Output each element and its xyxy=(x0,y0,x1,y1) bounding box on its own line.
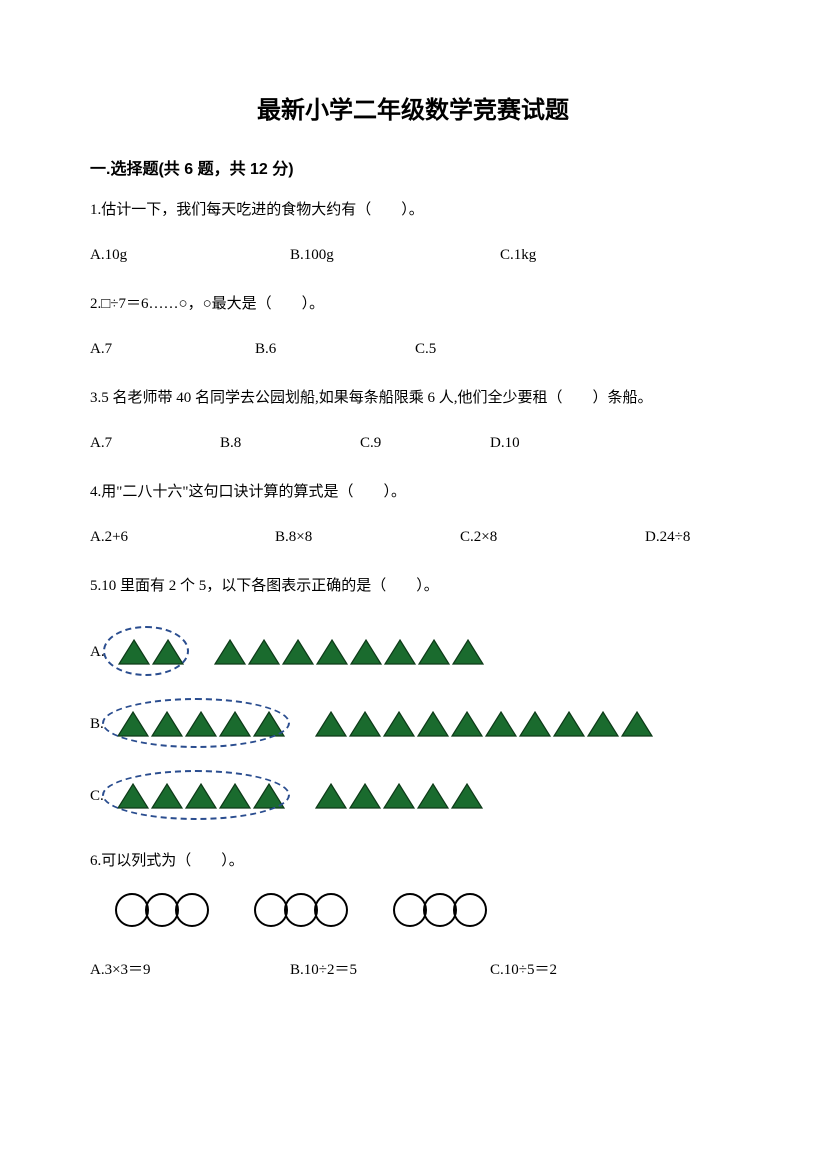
triangle-icon xyxy=(348,710,382,738)
triangle-icon xyxy=(484,710,518,738)
circle-group xyxy=(254,893,348,927)
question-5: 5.10 里面有 2 个 5，以下各图表示正确的是（ ）。 xyxy=(90,573,736,600)
q5-option-a-label: A. xyxy=(90,644,105,661)
question-6: 6.可以列式为（ ）。 xyxy=(90,848,736,875)
triangle-group xyxy=(306,776,492,816)
triangle-icon xyxy=(150,710,184,738)
triangle-group xyxy=(109,632,193,672)
circle-icon xyxy=(284,893,318,927)
question-4: 4.用"二八十六"这句口诀计算的算式是（ ）。 xyxy=(90,479,736,506)
triangle-icon xyxy=(315,638,349,666)
circle-icon xyxy=(145,893,179,927)
q5-option-b-figure xyxy=(108,704,662,744)
triangle-icon xyxy=(416,782,450,810)
circle-icon xyxy=(453,893,487,927)
q3-option-b: B.8 xyxy=(220,430,360,457)
circle-icon xyxy=(393,893,427,927)
q4-option-b: B.8×8 xyxy=(275,524,460,551)
triangle-icon xyxy=(252,782,286,810)
q4-option-c: C.2×8 xyxy=(460,524,645,551)
q5-option-b-row: B. xyxy=(90,704,736,744)
question-3-options: A.7 B.8 C.9 D.10 xyxy=(90,430,736,457)
triangle-icon xyxy=(184,782,218,810)
circle-icon xyxy=(423,893,457,927)
q6-figure xyxy=(115,893,736,927)
triangle-icon xyxy=(247,638,281,666)
q5-option-c-row: C. xyxy=(90,776,736,816)
page-title: 最新小学二年级数学竞赛试题 xyxy=(90,90,736,125)
triangle-icon xyxy=(117,638,151,666)
q2-option-a: A.7 xyxy=(90,336,255,363)
q5-option-c-label: C. xyxy=(90,788,104,805)
question-1: 1.估计一下，我们每天吃进的食物大约有（ ）。 xyxy=(90,197,736,224)
circle-group xyxy=(393,893,487,927)
q4-option-a: A.2+6 xyxy=(90,524,275,551)
triangle-icon xyxy=(218,710,252,738)
q5-option-a-figure xyxy=(109,632,493,672)
circle-icon xyxy=(314,893,348,927)
triangle-icon xyxy=(382,782,416,810)
q3-option-c: C.9 xyxy=(360,430,490,457)
q2-option-b: B.6 xyxy=(255,336,415,363)
q5-option-c-figure xyxy=(108,776,492,816)
triangle-icon xyxy=(450,782,484,810)
triangle-icon xyxy=(218,782,252,810)
triangle-group xyxy=(306,704,662,744)
triangle-icon xyxy=(552,710,586,738)
q6-option-c: C.10÷5＝2 xyxy=(490,957,640,984)
triangle-group xyxy=(108,776,294,816)
question-2: 2.□÷7＝6……○，○最大是（ ）。 xyxy=(90,291,736,318)
q5-option-a-row: A. xyxy=(90,632,736,672)
q3-option-a: A.7 xyxy=(90,430,220,457)
triangle-icon xyxy=(451,638,485,666)
triangle-icon xyxy=(348,782,382,810)
triangle-icon xyxy=(586,710,620,738)
q1-option-a: A.10g xyxy=(90,242,290,269)
q2-option-c: C.5 xyxy=(415,336,515,363)
section-1-header: 一.选择题(共 6 题，共 12 分) xyxy=(90,155,736,179)
q6-option-a: A.3×3＝9 xyxy=(90,957,290,984)
q6-option-b: B.10÷2＝5 xyxy=(290,957,490,984)
triangle-icon xyxy=(252,710,286,738)
triangle-icon xyxy=(416,710,450,738)
triangle-icon xyxy=(450,710,484,738)
triangle-icon xyxy=(151,638,185,666)
q3-option-d: D.10 xyxy=(490,430,620,457)
triangle-icon xyxy=(314,782,348,810)
triangle-icon xyxy=(281,638,315,666)
question-3: 3.5 名老师带 40 名同学去公园划船,如果每条船限乘 6 人,他们全少要租（… xyxy=(90,385,736,412)
question-4-options: A.2+6 B.8×8 C.2×8 D.24÷8 xyxy=(90,524,736,551)
triangle-icon xyxy=(150,782,184,810)
triangle-icon xyxy=(349,638,383,666)
q4-option-d: D.24÷8 xyxy=(645,524,745,551)
triangle-icon xyxy=(213,638,247,666)
triangle-icon xyxy=(620,710,654,738)
q5-option-b-label: B. xyxy=(90,716,104,733)
q1-option-b: B.100g xyxy=(290,242,500,269)
triangle-icon xyxy=(314,710,348,738)
question-1-options: A.10g B.100g C.1kg xyxy=(90,242,736,269)
question-6-options: A.3×3＝9 B.10÷2＝5 C.10÷5＝2 xyxy=(90,957,736,984)
triangle-icon xyxy=(116,710,150,738)
triangle-icon xyxy=(116,782,150,810)
circle-icon xyxy=(175,893,209,927)
triangle-icon xyxy=(382,710,416,738)
question-2-options: A.7 B.6 C.5 xyxy=(90,336,736,363)
circle-icon xyxy=(254,893,288,927)
circle-group xyxy=(115,893,209,927)
triangle-icon xyxy=(383,638,417,666)
triangle-icon xyxy=(184,710,218,738)
circle-icon xyxy=(115,893,149,927)
triangle-icon xyxy=(518,710,552,738)
triangle-group xyxy=(108,704,294,744)
triangle-icon xyxy=(417,638,451,666)
q1-option-c: C.1kg xyxy=(500,242,650,269)
triangle-group xyxy=(205,632,493,672)
